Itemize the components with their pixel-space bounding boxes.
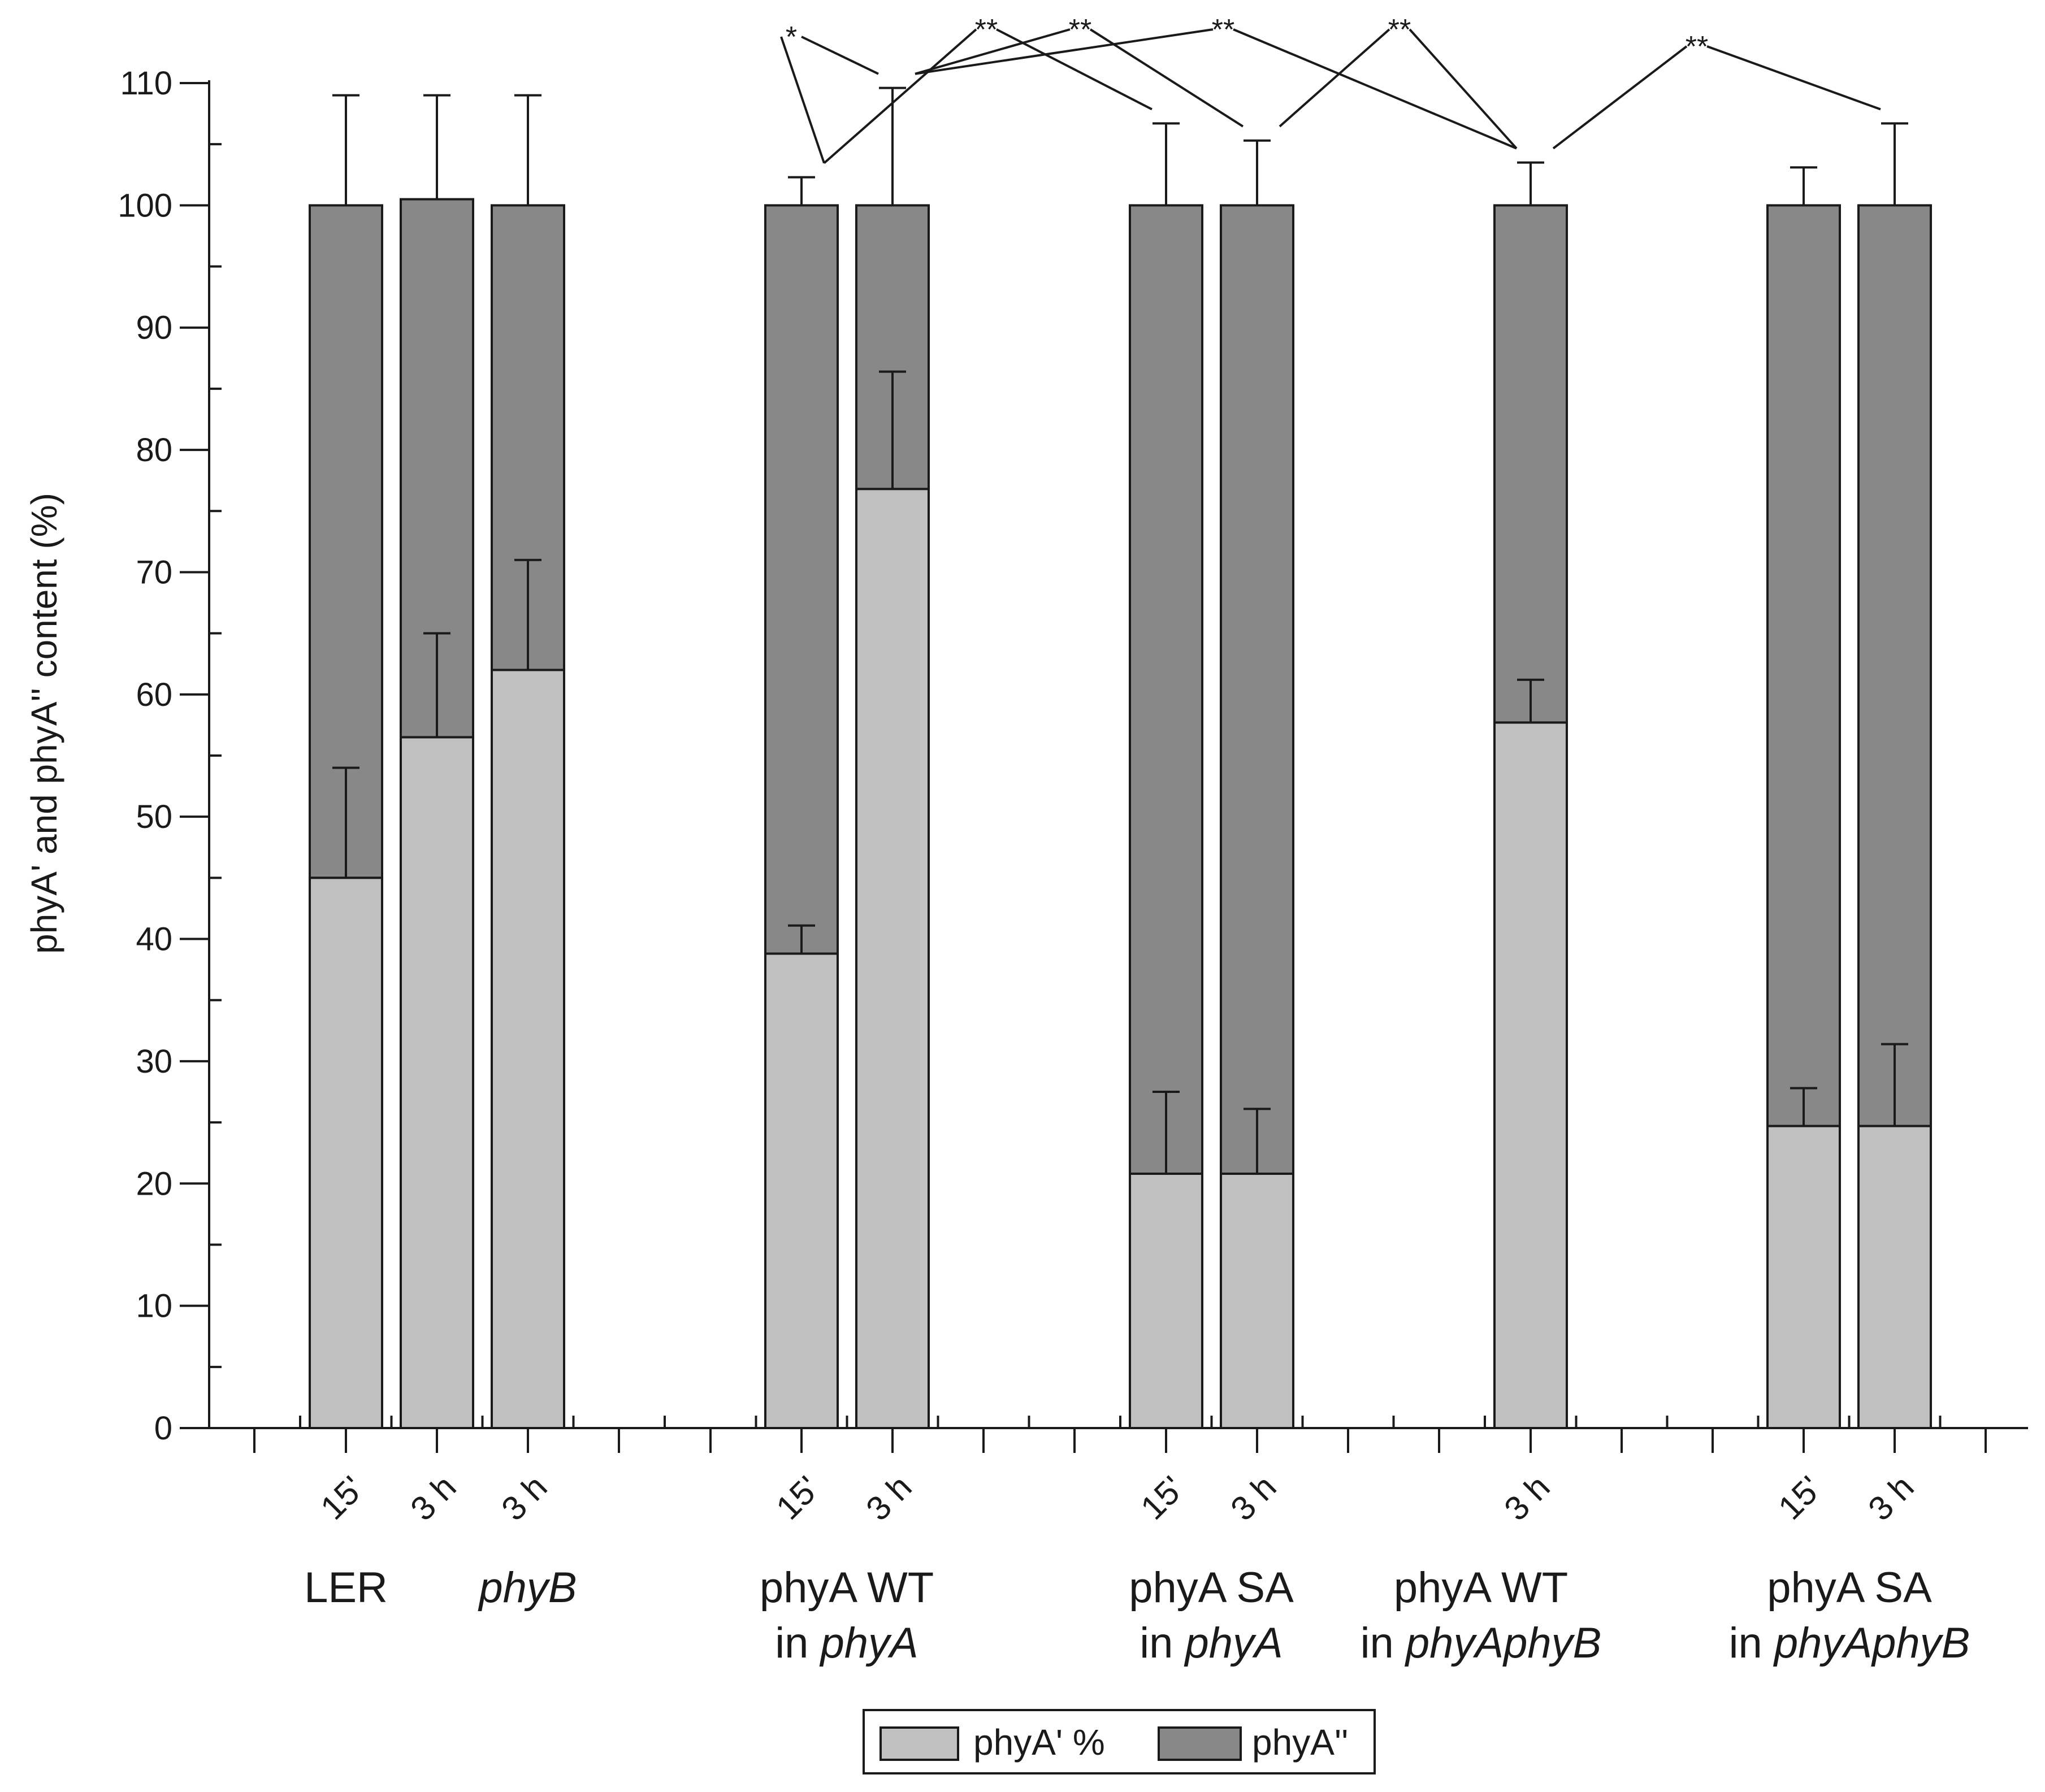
group-label-part: in — [1729, 1619, 1774, 1667]
bar-phyA-prime — [1220, 1172, 1294, 1429]
condition-label: 3 h — [859, 1468, 918, 1528]
group-label-part: phyA WT — [1394, 1564, 1568, 1612]
condition-label: 3 h — [1223, 1468, 1283, 1528]
significance-label: * — [786, 21, 797, 54]
significance-line — [1409, 28, 1518, 149]
group-label: in phyA — [1140, 1619, 1283, 1667]
group-label: phyA SA — [1129, 1564, 1294, 1612]
group-label: LER — [304, 1564, 388, 1612]
y-tick-label: 40 — [136, 921, 172, 958]
condition-label: 15' — [1771, 1469, 1829, 1527]
group-label-part: phyA SA — [1129, 1564, 1294, 1612]
bar-phyA-double-prime — [1766, 204, 1841, 1127]
significance-label: ** — [975, 14, 998, 46]
x-axis-labels: 15' 3 h 3 h 15' 3 h 15' 3 h 3 h 15' 3 h LER phyB phy… — [304, 1468, 1970, 1667]
y-tick-label: 10 — [136, 1288, 172, 1325]
group-label-part: phyAphyB — [1405, 1619, 1601, 1667]
bar-phyA-prime — [1493, 721, 1568, 1429]
bar-phyA-prime — [1857, 1125, 1932, 1429]
significance-annotations: * ** ** ** **** — [780, 14, 1881, 164]
significance-line — [915, 28, 1214, 75]
bar-phyA-prime — [1766, 1125, 1841, 1429]
significance-line — [1089, 28, 1244, 128]
bar-phyA-double-prime — [1220, 204, 1294, 1175]
y-tick-label: 30 — [136, 1043, 172, 1080]
condition-label: 15' — [313, 1469, 371, 1527]
group-label: in phyAphyB — [1729, 1619, 1970, 1667]
legend-swatch — [1158, 1726, 1242, 1761]
significance-label: ** — [1212, 14, 1234, 46]
group-label-part: phyAphyB — [1773, 1619, 1970, 1667]
group-label: phyB — [478, 1564, 577, 1612]
group-label-part: in — [775, 1619, 820, 1667]
significance-line — [1233, 28, 1517, 150]
group-label: phyA WT — [1394, 1564, 1568, 1612]
bar-phyA-double-prime — [1493, 204, 1568, 724]
significance-line — [823, 28, 977, 164]
group-label-part: phyA SA — [1767, 1564, 1932, 1612]
group-label-part: in — [1361, 1619, 1406, 1667]
group-label: in phyAphyB — [1361, 1619, 1602, 1667]
bar-phyA-double-prime — [309, 204, 383, 879]
bar-phyA-prime — [491, 669, 565, 1429]
group-label-part: phyB — [478, 1564, 577, 1612]
y-tick-label: 20 — [136, 1165, 172, 1202]
bar-phyA-prime — [1129, 1172, 1203, 1429]
group-label-part: phyA — [820, 1619, 918, 1667]
y-tick-label: 60 — [136, 676, 172, 713]
condition-label: 15' — [1133, 1469, 1192, 1527]
group-label-part: LER — [304, 1564, 388, 1612]
bars — [309, 86, 1932, 1429]
bar-phyA-double-prime — [1129, 204, 1203, 1175]
significance-label: ** — [1388, 14, 1411, 46]
significance-label: ** — [1069, 14, 1091, 46]
condition-label: 3 h — [1861, 1468, 1921, 1528]
group-label-part: in — [1140, 1619, 1185, 1667]
group-label: in phyA — [775, 1619, 918, 1667]
significance-line — [1552, 45, 1688, 150]
group-label: phyA WT — [760, 1564, 934, 1612]
legend-label: phyA'' — [1252, 1722, 1348, 1763]
bar-phyA-prime — [309, 877, 383, 1429]
bar-phyA-prime — [855, 488, 930, 1429]
bar-phyA-prime — [400, 736, 474, 1429]
y-tick-label: 50 — [136, 799, 172, 835]
y-axis-title: phyA' and phyA'' content (%) — [24, 493, 64, 954]
significance-label: ** — [1686, 31, 1708, 63]
condition-label: 3 h — [403, 1468, 463, 1528]
y-tick-label: 100 — [118, 187, 172, 224]
significance-line — [1706, 45, 1881, 111]
condition-label: 15' — [769, 1469, 827, 1527]
y-tick-label: 80 — [136, 432, 172, 468]
condition-label: 3 h — [1497, 1468, 1557, 1528]
legend: phyA' % phyA'' — [863, 1709, 1376, 1774]
bar-phyA-double-prime — [764, 204, 839, 955]
significance-line — [801, 36, 879, 75]
significance-line — [915, 28, 1071, 75]
group-label: phyA SA — [1767, 1564, 1932, 1612]
y-tick-label: 110 — [120, 65, 172, 102]
legend-label: phyA' % — [973, 1722, 1105, 1763]
significance-line — [780, 36, 825, 164]
y-tick-label: 90 — [136, 310, 172, 346]
legend-swatch — [879, 1726, 959, 1761]
bar-phyA-double-prime — [1857, 204, 1932, 1127]
significance-line — [1279, 28, 1390, 128]
y-tick-label: 0 — [154, 1410, 172, 1447]
y-tick-label: 70 — [136, 554, 172, 591]
condition-label: 3 h — [494, 1468, 554, 1528]
group-label-part: phyA — [1184, 1619, 1283, 1667]
group-label-part: phyA WT — [760, 1564, 934, 1612]
bar-phyA-prime — [764, 952, 839, 1429]
